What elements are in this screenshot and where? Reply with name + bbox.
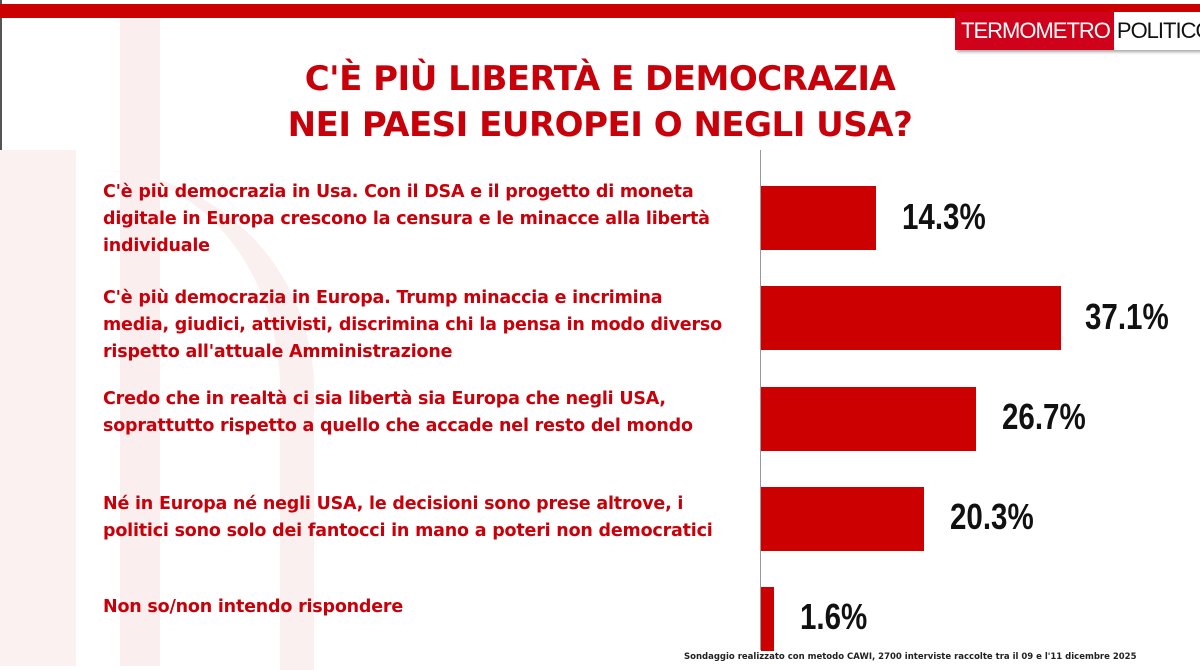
value-label-1: 14.3% <box>902 196 986 237</box>
value-label-4: 20.3% <box>950 496 1034 537</box>
title-line-1: C'È PIÙ LIBERTÀ E DEMOCRAZIA <box>304 59 896 99</box>
option-label-5: Non so/non intendo rispondere <box>103 597 404 617</box>
y-axis-line <box>760 150 761 650</box>
chart-title: C'È PIÙ LIBERTÀ E DEMOCRAZIA NEI PAESI E… <box>200 56 1000 148</box>
top-accent-bar <box>0 4 1200 18</box>
value-label-2: 37.1% <box>1085 296 1169 337</box>
option-label-4: Né in Europa né negli USA, le decisioni … <box>103 494 713 541</box>
logo-part-2: POLITICO <box>1113 12 1200 50</box>
option-label-1: C'è più democrazia in Usa. Con il DSA e … <box>103 182 710 256</box>
title-line-2: NEI PAESI EUROPEI O NEGLI USA? <box>287 105 913 145</box>
logo-part-1: TERMOMETRO <box>955 12 1114 50</box>
value-label-3: 26.7% <box>1002 396 1086 437</box>
methodology-note: Sondaggio realizzato con metodo CAWI, 27… <box>684 652 1137 662</box>
bar-option-3 <box>761 387 976 451</box>
bar-option-5 <box>761 587 774 651</box>
bar-option-1 <box>761 186 876 250</box>
bar-option-2 <box>761 286 1061 350</box>
option-label-2: C'è più democrazia in Europa. Trump mina… <box>103 288 722 362</box>
watermark-shape <box>0 150 76 666</box>
brand-logo: TERMOMETRO POLITICO <box>955 12 1200 50</box>
value-label-5: 1.6% <box>800 596 868 637</box>
bar-option-4 <box>761 487 924 551</box>
option-label-3: Credo che in realtà ci sia libertà sia E… <box>103 389 693 436</box>
